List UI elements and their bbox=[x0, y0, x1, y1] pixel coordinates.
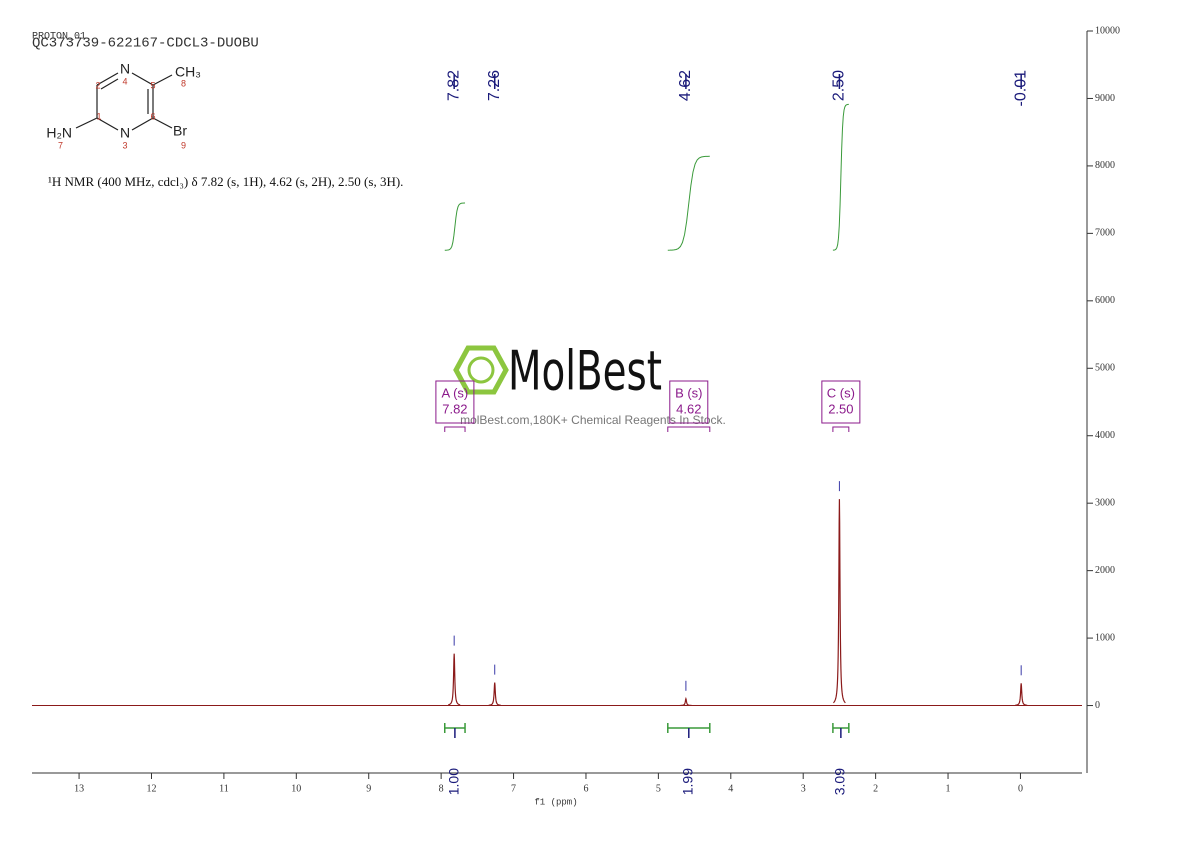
multiplet-box bbox=[669, 380, 709, 424]
atom: N bbox=[120, 125, 130, 141]
atom: CH₃ bbox=[175, 64, 201, 80]
atom-number: 4 bbox=[122, 76, 127, 86]
caption: ¹H NMR (400 MHz, cdcl₃) δ 7.82 (s, 1H), … bbox=[48, 174, 403, 189]
watermark-logo bbox=[453, 345, 509, 395]
atom-number: 3 bbox=[122, 140, 127, 150]
multiplet-shift: 4.62 bbox=[676, 401, 701, 416]
x-tick-label: 3 bbox=[801, 783, 806, 794]
peak bbox=[832, 499, 846, 704]
multiplet-bracket bbox=[444, 426, 466, 432]
x-tick-label: 9 bbox=[366, 783, 371, 794]
integral-curve bbox=[444, 202, 466, 251]
y-tick-label: 1000 bbox=[1095, 632, 1115, 643]
x-tick-label: 12 bbox=[146, 783, 156, 794]
y-tick-label: 4000 bbox=[1095, 430, 1115, 441]
multiplet-label: A (s) bbox=[442, 385, 469, 400]
x-tick-label: 2 bbox=[873, 783, 878, 794]
x-tick-label: 13 bbox=[74, 783, 84, 794]
atom-number: 8 bbox=[181, 78, 186, 88]
y-tick-label: 5000 bbox=[1095, 363, 1115, 374]
x-tick-label: 10 bbox=[291, 783, 301, 794]
atom-number: 1 bbox=[96, 111, 101, 121]
atom-number: 7 bbox=[58, 140, 63, 150]
atom: Br bbox=[173, 123, 187, 139]
x-tick-label: 11 bbox=[219, 783, 229, 794]
atom-number: 5 bbox=[150, 80, 155, 90]
atom-number: 9 bbox=[181, 140, 186, 150]
x-tick-label: 0 bbox=[1018, 783, 1023, 794]
y-tick-label: 0 bbox=[1095, 700, 1100, 711]
x-tick-label: 8 bbox=[439, 783, 444, 794]
watermark-tagline: molBest.com,180K+ Chemical Reagents In S… bbox=[460, 413, 726, 427]
y-tick-label: 9000 bbox=[1095, 93, 1115, 104]
integral-label: 1.99 bbox=[679, 768, 695, 795]
integral-label: 1.00 bbox=[446, 768, 462, 795]
y-tick-label: 8000 bbox=[1095, 160, 1115, 171]
multiplet-bracket bbox=[667, 426, 711, 432]
y-tick-label: 7000 bbox=[1095, 228, 1115, 239]
x-tick-label: 6 bbox=[583, 783, 588, 794]
x-tick-label: 1 bbox=[946, 783, 951, 794]
watermark-brand: MolBest bbox=[508, 340, 662, 403]
multiplet-label: C (s) bbox=[827, 385, 855, 400]
integral-curve bbox=[667, 155, 710, 251]
y-tick-label: 3000 bbox=[1095, 497, 1115, 508]
multiplet-label: B (s) bbox=[675, 385, 702, 400]
peak bbox=[679, 696, 692, 707]
integral-curve bbox=[832, 103, 849, 251]
peak bbox=[1015, 683, 1028, 706]
multiplet-box bbox=[821, 380, 861, 424]
y-tick-label: 10000 bbox=[1095, 25, 1120, 36]
x-tick-label: 7 bbox=[511, 783, 516, 794]
experiment: PROTON_01 bbox=[32, 32, 86, 43]
integral-label: 3.09 bbox=[832, 768, 848, 795]
peak bbox=[488, 682, 501, 706]
x-tick-label: 5 bbox=[656, 783, 661, 794]
y-tick-label: 6000 bbox=[1095, 295, 1115, 306]
multiplet-box bbox=[435, 380, 475, 424]
title: QC373739-622167-CDCL3-DUOBU bbox=[32, 36, 259, 52]
structure bbox=[75, 72, 173, 131]
x-axis-label: f1 (ppm) bbox=[534, 797, 577, 807]
atom: N bbox=[120, 61, 130, 77]
multiplet-bracket bbox=[832, 426, 850, 432]
y-tick-label: 2000 bbox=[1095, 565, 1115, 576]
atom: H₂N bbox=[46, 125, 72, 141]
multiplet-shift: 2.50 bbox=[828, 401, 853, 416]
multiplet-shift: 7.82 bbox=[442, 401, 467, 416]
x-tick-label: 4 bbox=[728, 783, 733, 794]
atom-number: 2 bbox=[95, 80, 100, 90]
peak bbox=[448, 653, 461, 706]
atom-number: 6 bbox=[150, 111, 155, 121]
